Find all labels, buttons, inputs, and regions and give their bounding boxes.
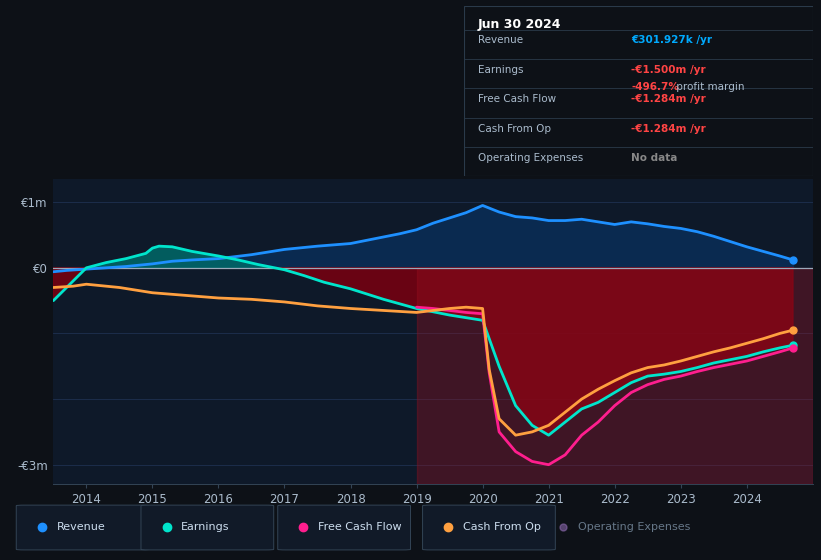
FancyBboxPatch shape: [423, 505, 555, 550]
Text: No data: No data: [631, 153, 677, 163]
Text: -496.7%: -496.7%: [631, 82, 679, 92]
Text: profit margin: profit margin: [673, 82, 745, 92]
Text: Operating Expenses: Operating Expenses: [578, 522, 690, 532]
Text: Jun 30 2024: Jun 30 2024: [478, 17, 562, 31]
FancyBboxPatch shape: [141, 505, 273, 550]
FancyBboxPatch shape: [16, 505, 149, 550]
Text: Revenue: Revenue: [478, 35, 523, 45]
Text: Free Cash Flow: Free Cash Flow: [478, 94, 556, 104]
Text: -€1.500m /yr: -€1.500m /yr: [631, 65, 706, 75]
Text: Earnings: Earnings: [478, 65, 523, 75]
Text: Free Cash Flow: Free Cash Flow: [318, 522, 401, 532]
Text: -€1.284m /yr: -€1.284m /yr: [631, 124, 706, 134]
FancyBboxPatch shape: [277, 505, 410, 550]
Text: Revenue: Revenue: [57, 522, 105, 532]
Text: Cash From Op: Cash From Op: [478, 124, 551, 134]
Text: €301.927k /yr: €301.927k /yr: [631, 35, 713, 45]
Text: Cash From Op: Cash From Op: [463, 522, 541, 532]
Text: Operating Expenses: Operating Expenses: [478, 153, 583, 163]
Text: -€1.284m /yr: -€1.284m /yr: [631, 94, 706, 104]
Bar: [416, 268, 813, 484]
Text: Earnings: Earnings: [181, 522, 230, 532]
